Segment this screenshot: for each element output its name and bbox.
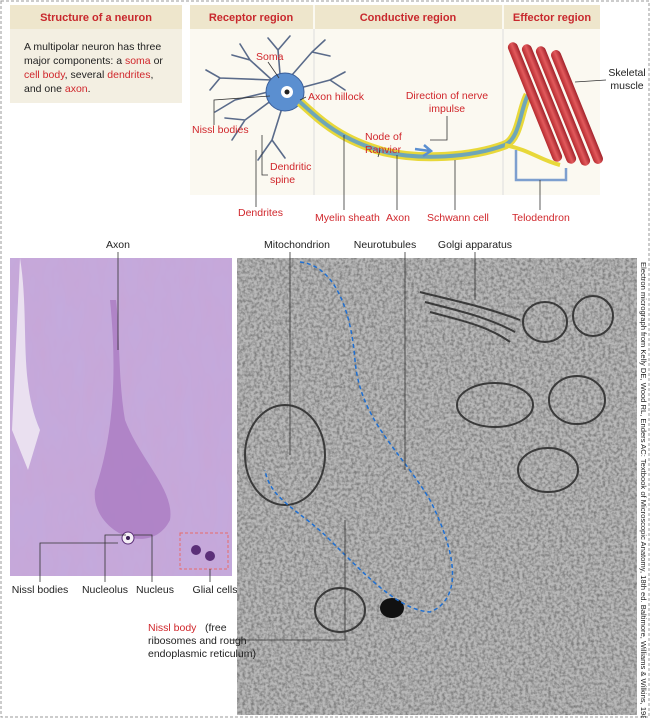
label: Axon (106, 239, 130, 251)
clear-space (12, 258, 40, 470)
label: Nucleolus (82, 584, 128, 596)
text: soma (124, 55, 151, 67)
text: , and one (24, 69, 154, 95)
label: Nissl bodies (12, 584, 69, 596)
text: , several (64, 69, 108, 81)
text: A multipolar neuron has three major comp… (24, 41, 162, 67)
label: impulse (429, 103, 465, 115)
text: cell body (24, 69, 65, 81)
label: Axon (386, 212, 410, 224)
label: Skeletal (608, 67, 645, 79)
label: Myelin sheath (315, 212, 380, 224)
diagram-leaders (213, 61, 607, 210)
label: Ranvier (365, 144, 402, 156)
nucleolus-shape (126, 536, 130, 540)
region-header (190, 5, 313, 29)
intro-text: A multipolar neuron has three major comp… (24, 40, 172, 96)
label: spine (270, 174, 295, 186)
region-header (315, 5, 502, 29)
dense-granule (380, 598, 404, 618)
label: Neurotubules (354, 239, 416, 251)
label: Schwann cell (427, 212, 489, 224)
organelles (244, 291, 614, 633)
label: Glial cells (193, 584, 238, 596)
intro-header (10, 5, 182, 29)
label: Nissl body (148, 622, 197, 634)
text: dendrites (107, 69, 151, 81)
intro-title: Structure of a neuron (40, 12, 152, 24)
text: or (150, 55, 163, 67)
neuron-cell-body (94, 300, 171, 539)
credit: Electron micrograph from Kelly DE, Wood … (639, 262, 648, 718)
axon-shape (298, 94, 530, 159)
impulse-arrow (414, 144, 434, 158)
axon-branch (504, 143, 561, 167)
label: endoplasmic reticulum) (148, 648, 256, 660)
diagram-labels: Soma Axon hillock Node of Ranvier Direct… (192, 51, 646, 224)
region-header (504, 5, 600, 29)
telodendron-bracket (514, 150, 568, 182)
label: Nucleus (136, 584, 174, 596)
label: (free (205, 622, 227, 634)
label: Dendrites (238, 207, 283, 219)
label: Dendritic (270, 161, 311, 173)
muscle-fibers (507, 42, 603, 166)
region-title: Receptor region (209, 12, 294, 24)
glial-cell (205, 551, 215, 561)
text: . (87, 83, 91, 95)
label: Telodendron (512, 212, 570, 224)
label: Axon hillock (308, 91, 365, 103)
label: Node of (365, 131, 402, 143)
label: Direction of nerve (406, 90, 488, 102)
text: axon (64, 83, 88, 95)
label: muscle (610, 80, 643, 92)
region-title: Effector region (513, 12, 592, 24)
label: ribosomes and rough (148, 635, 247, 647)
electron-micrograph-texture (237, 258, 637, 715)
glial-box (179, 532, 229, 570)
nucleolus-shape (284, 89, 290, 95)
label: Soma (256, 51, 284, 63)
label: Golgi apparatus (438, 239, 512, 251)
glial-cell (191, 545, 201, 555)
label: Nissl bodies (192, 124, 249, 136)
label: Mitochondrion (264, 239, 330, 251)
neuron-illustration (205, 35, 346, 161)
region-title: Conductive region (360, 12, 457, 24)
